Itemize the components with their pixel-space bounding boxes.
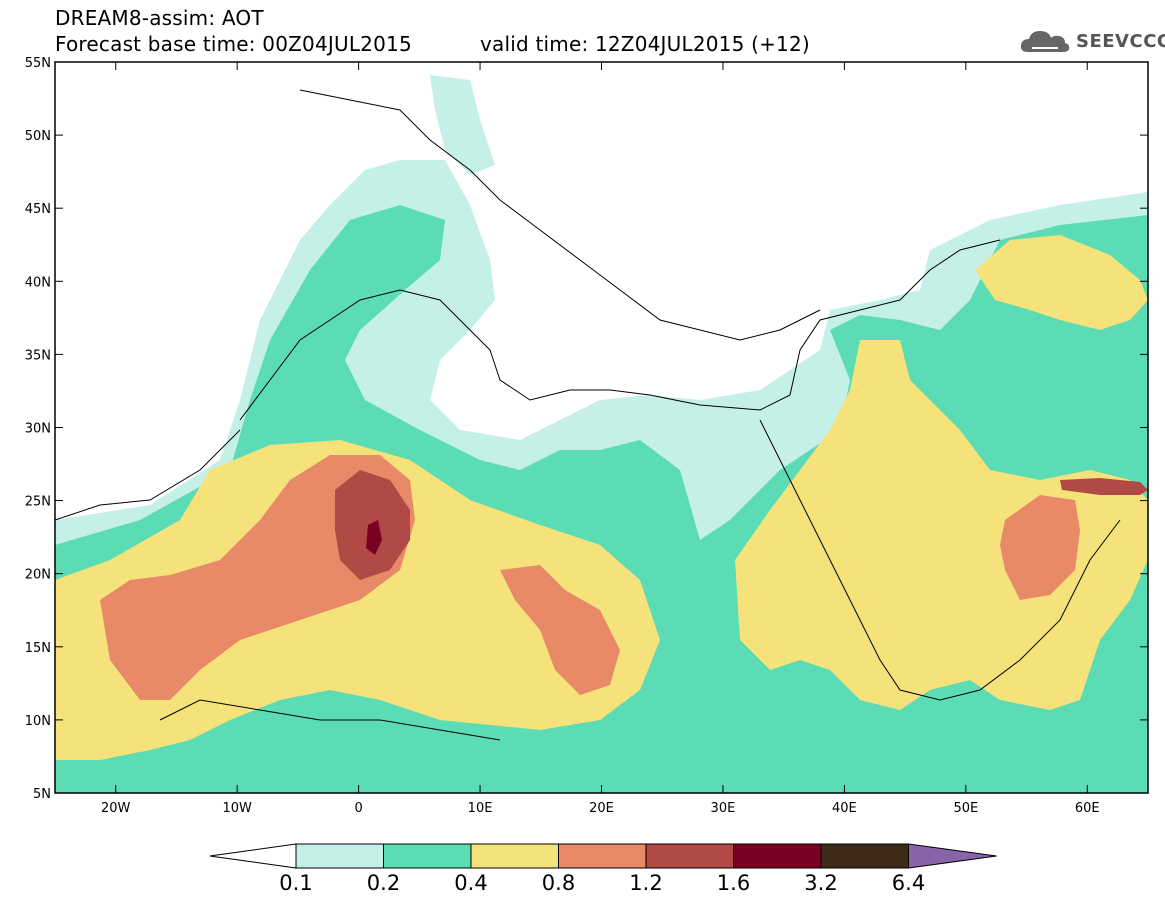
lat-tick-label: 35N <box>25 348 51 363</box>
aot-contours <box>55 75 1148 793</box>
aot-region-04c <box>975 235 1148 330</box>
aot-region-16 <box>366 520 382 555</box>
seevccc-logo: SEEVCCC <box>1018 24 1165 58</box>
aot-region-08b <box>500 565 620 695</box>
lat-tick-label: 20N <box>25 568 51 583</box>
lat-tick-label: 25N <box>25 495 51 510</box>
lat-tick-label: 40N <box>25 275 51 290</box>
lat-ticks: 55N 50N 45N 40N 35N 30N 25N 20N 15N 10N 5N <box>25 56 1148 802</box>
coastlines <box>55 89 1121 741</box>
lat-tick-label: 15N <box>25 641 51 656</box>
colorbar-label: 6.4 <box>891 871 926 895</box>
lat-tick-label: 50N <box>25 129 51 144</box>
lat-tick-label: 30N <box>25 422 51 437</box>
colorbar-label: 1.2 <box>629 871 663 895</box>
lon-tick-label: 40E <box>832 801 857 816</box>
aot-region-08c <box>1000 495 1080 600</box>
aot-region-01b <box>430 75 495 175</box>
aot-region-12b <box>1060 478 1148 495</box>
lon-tick-label: 60E <box>1075 801 1100 816</box>
lon-tick-label: 20E <box>589 801 614 816</box>
colorbar-label: 0.2 <box>366 871 401 895</box>
lon-tick-label: 50E <box>953 801 978 816</box>
lon-tick-label: 30E <box>711 801 736 816</box>
lon-tick-label: 10W <box>222 801 252 816</box>
colorbar-label: 0.1 <box>279 871 313 895</box>
lon-tick-label: 0 <box>354 801 362 816</box>
map-title: DREAM8-assim: AOT <box>55 6 264 30</box>
colorbar-label: 0.4 <box>454 871 488 895</box>
lon-tick-label: 20W <box>101 801 131 816</box>
lon-tick-label: 10E <box>468 801 493 816</box>
lon-ticks: 20W 10W 0 10E 20E 30E 40E 50E 60E <box>101 62 1100 816</box>
valid-time: valid time: 12Z04JUL2015 (+12) <box>480 32 810 56</box>
lat-tick-label: 10N <box>25 714 51 729</box>
aot-region-04b <box>735 340 1148 710</box>
logo-text: SEEVCCC <box>1076 30 1165 52</box>
lat-tick-label: 5N <box>33 787 51 802</box>
colorbar-label: 3.2 <box>804 871 838 895</box>
lat-tick-label: 45N <box>25 202 51 217</box>
forecast-base-time: Forecast base time: 00Z04JUL2015 <box>55 32 412 56</box>
colorbar-label: 1.6 <box>716 871 751 895</box>
colorbar-label: 0.8 <box>541 871 576 895</box>
lat-tick-label: 55N <box>25 56 51 71</box>
cloud-logo-icon <box>1020 31 1070 52</box>
